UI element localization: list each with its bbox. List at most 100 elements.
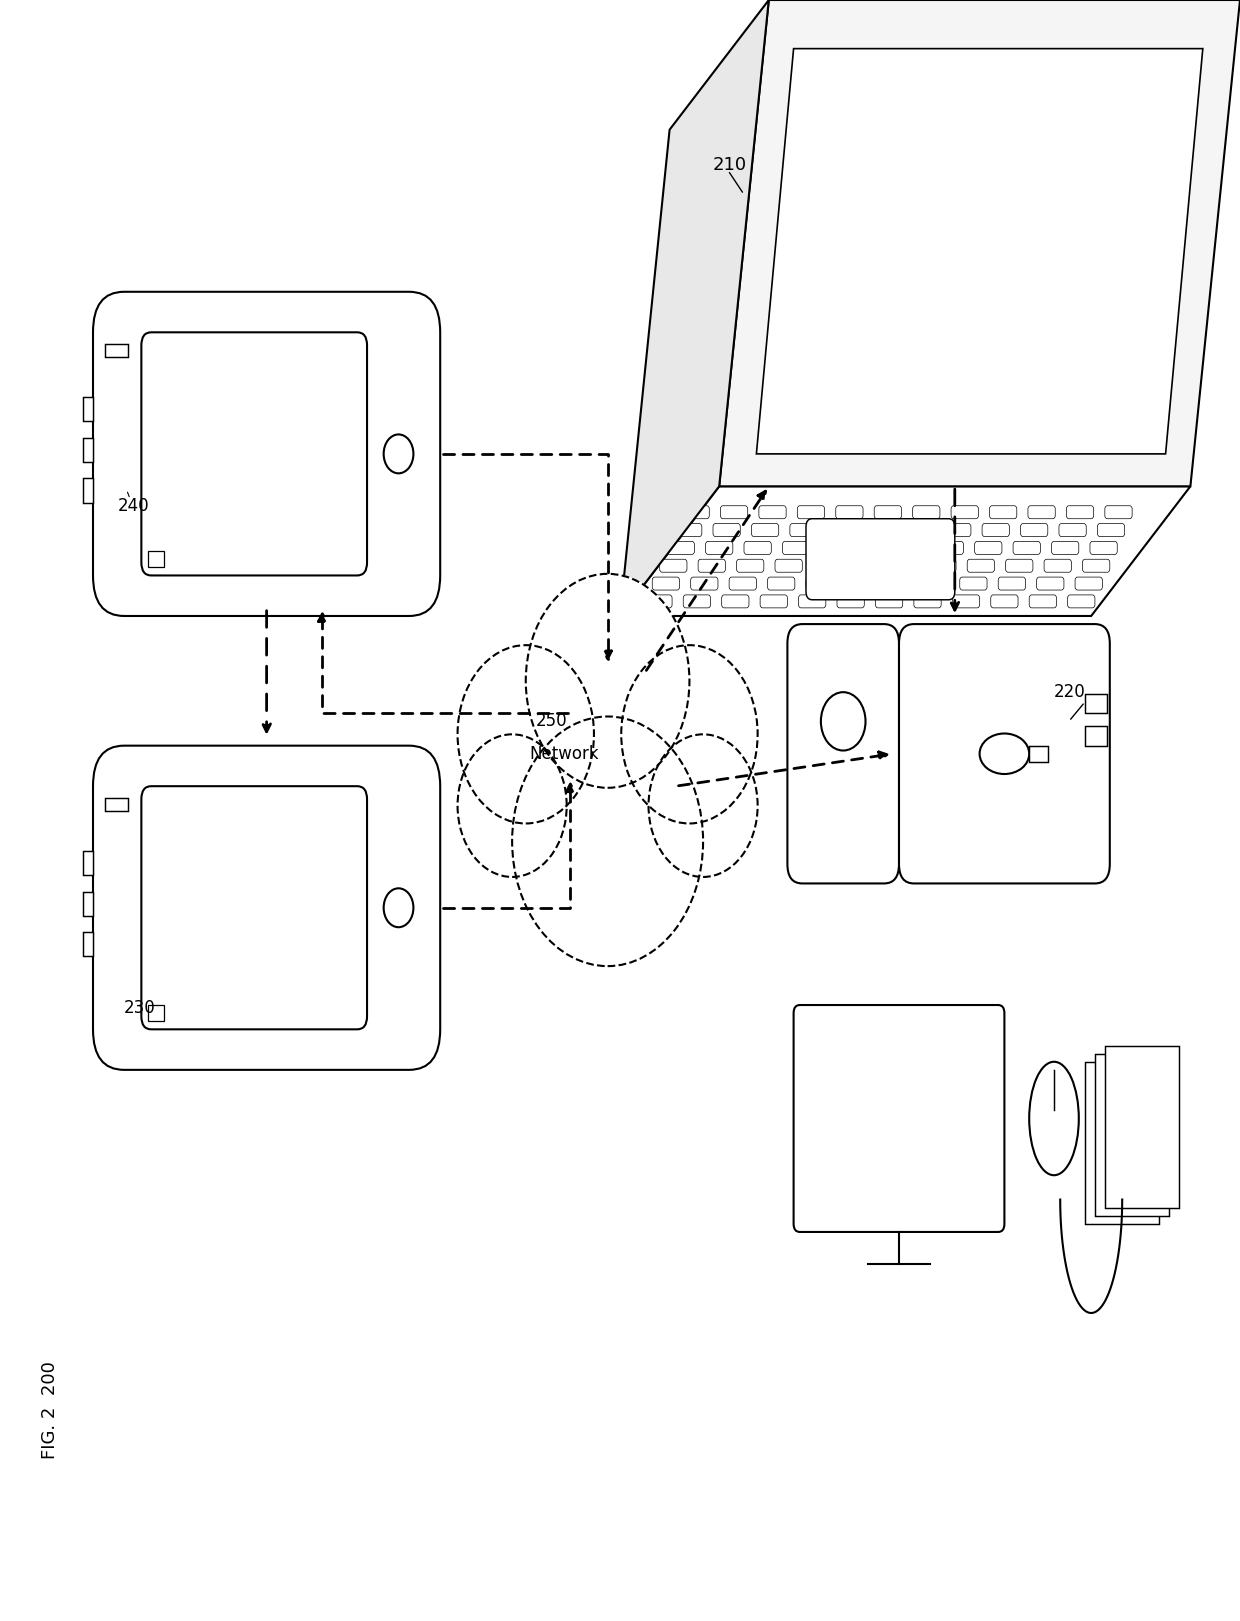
FancyBboxPatch shape (722, 595, 749, 608)
FancyBboxPatch shape (1052, 541, 1079, 554)
FancyBboxPatch shape (1097, 524, 1125, 537)
Bar (83, 932, 93, 956)
Bar (83, 438, 93, 462)
FancyBboxPatch shape (905, 524, 932, 537)
Polygon shape (148, 1005, 164, 1021)
Ellipse shape (1029, 1062, 1079, 1175)
FancyBboxPatch shape (991, 595, 1018, 608)
FancyBboxPatch shape (675, 524, 702, 537)
Bar (1095, 1054, 1169, 1216)
FancyBboxPatch shape (706, 541, 733, 554)
FancyBboxPatch shape (141, 332, 367, 575)
FancyBboxPatch shape (683, 595, 711, 608)
FancyBboxPatch shape (760, 595, 787, 608)
FancyBboxPatch shape (691, 577, 718, 590)
FancyBboxPatch shape (698, 559, 725, 572)
Bar (1105, 1046, 1179, 1208)
FancyBboxPatch shape (806, 519, 955, 600)
FancyBboxPatch shape (837, 595, 864, 608)
FancyBboxPatch shape (867, 524, 894, 537)
Text: 250: 250 (536, 712, 568, 731)
Bar (1085, 726, 1107, 746)
FancyBboxPatch shape (828, 524, 856, 537)
FancyBboxPatch shape (890, 559, 918, 572)
Bar (1029, 746, 1048, 762)
FancyBboxPatch shape (951, 506, 978, 519)
FancyBboxPatch shape (967, 559, 994, 572)
FancyBboxPatch shape (806, 577, 833, 590)
Polygon shape (620, 486, 1190, 616)
Circle shape (526, 574, 689, 788)
Text: 210: 210 (713, 156, 748, 173)
Circle shape (512, 716, 703, 966)
Ellipse shape (980, 733, 1029, 775)
Text: 220: 220 (1054, 682, 1086, 700)
Circle shape (458, 645, 594, 823)
FancyBboxPatch shape (852, 559, 879, 572)
FancyBboxPatch shape (660, 559, 687, 572)
FancyBboxPatch shape (883, 577, 910, 590)
Bar (105, 344, 128, 357)
FancyBboxPatch shape (914, 595, 941, 608)
FancyBboxPatch shape (682, 506, 709, 519)
FancyBboxPatch shape (1068, 595, 1095, 608)
Bar (83, 851, 93, 875)
FancyBboxPatch shape (998, 577, 1025, 590)
FancyBboxPatch shape (713, 524, 740, 537)
FancyBboxPatch shape (1037, 577, 1064, 590)
FancyBboxPatch shape (898, 541, 925, 554)
Polygon shape (148, 551, 164, 567)
Bar (1085, 1062, 1159, 1224)
FancyBboxPatch shape (652, 577, 680, 590)
FancyBboxPatch shape (1044, 559, 1071, 572)
FancyBboxPatch shape (1059, 524, 1086, 537)
FancyBboxPatch shape (952, 595, 980, 608)
Polygon shape (756, 49, 1203, 454)
FancyBboxPatch shape (768, 577, 795, 590)
FancyBboxPatch shape (93, 292, 440, 616)
FancyBboxPatch shape (975, 541, 1002, 554)
FancyBboxPatch shape (782, 541, 810, 554)
FancyBboxPatch shape (929, 559, 956, 572)
FancyBboxPatch shape (645, 595, 672, 608)
Circle shape (649, 734, 758, 877)
FancyBboxPatch shape (744, 541, 771, 554)
FancyBboxPatch shape (1075, 577, 1102, 590)
Bar (83, 397, 93, 421)
FancyBboxPatch shape (141, 786, 367, 1029)
FancyBboxPatch shape (982, 524, 1009, 537)
FancyBboxPatch shape (1066, 506, 1094, 519)
FancyBboxPatch shape (921, 577, 949, 590)
FancyBboxPatch shape (913, 506, 940, 519)
FancyBboxPatch shape (875, 595, 903, 608)
Bar (1085, 694, 1107, 713)
Text: Network: Network (529, 744, 599, 763)
FancyBboxPatch shape (836, 506, 863, 519)
Text: 230: 230 (124, 999, 156, 1016)
FancyBboxPatch shape (751, 524, 779, 537)
FancyBboxPatch shape (790, 524, 817, 537)
FancyBboxPatch shape (1029, 595, 1056, 608)
FancyBboxPatch shape (737, 559, 764, 572)
Bar (83, 478, 93, 503)
FancyBboxPatch shape (813, 559, 841, 572)
FancyBboxPatch shape (1028, 506, 1055, 519)
FancyBboxPatch shape (729, 577, 756, 590)
FancyBboxPatch shape (787, 624, 899, 883)
FancyBboxPatch shape (794, 1005, 1004, 1232)
Polygon shape (719, 0, 1240, 486)
FancyBboxPatch shape (720, 506, 748, 519)
Circle shape (621, 645, 758, 823)
FancyBboxPatch shape (944, 524, 971, 537)
FancyBboxPatch shape (899, 624, 1110, 883)
Bar (83, 892, 93, 916)
FancyBboxPatch shape (1090, 541, 1117, 554)
FancyBboxPatch shape (1083, 559, 1110, 572)
FancyBboxPatch shape (797, 506, 825, 519)
FancyBboxPatch shape (936, 541, 963, 554)
FancyBboxPatch shape (93, 746, 440, 1070)
FancyBboxPatch shape (1021, 524, 1048, 537)
FancyBboxPatch shape (799, 595, 826, 608)
FancyBboxPatch shape (775, 559, 802, 572)
Circle shape (458, 734, 567, 877)
